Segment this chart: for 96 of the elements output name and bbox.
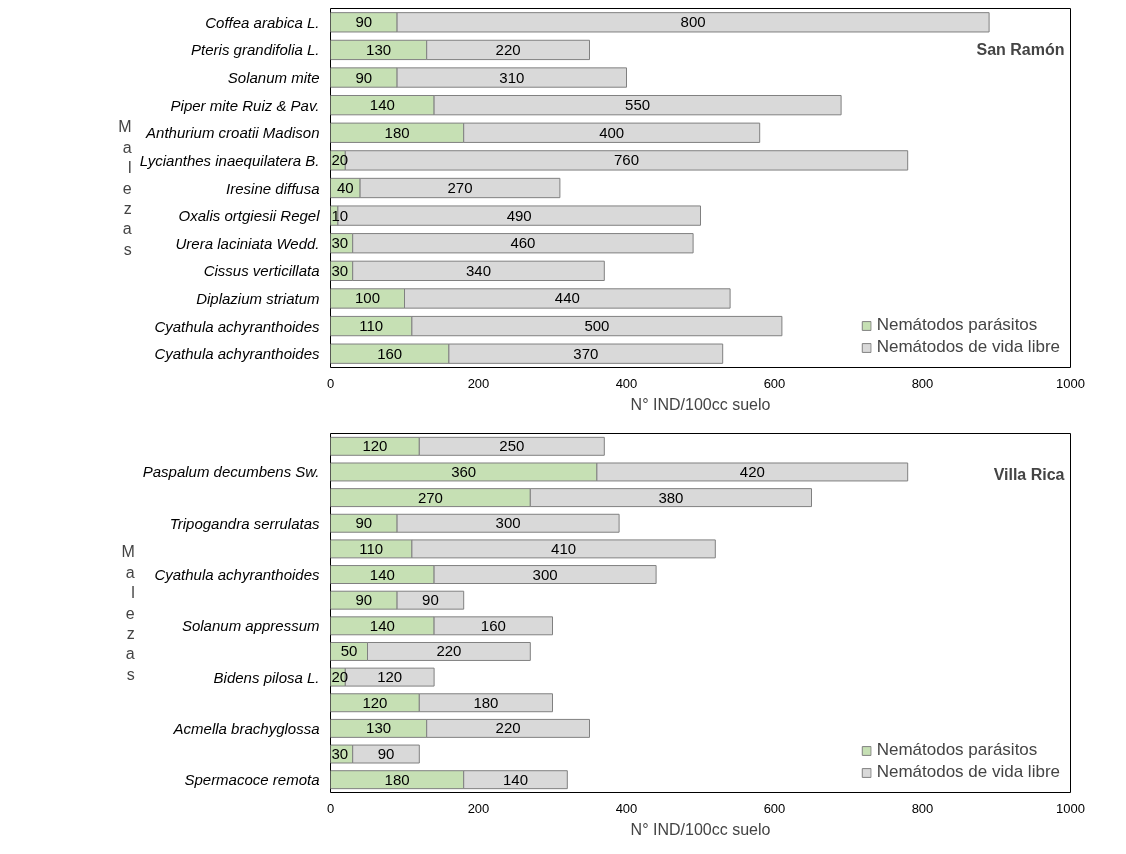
data-label: 110: [359, 539, 384, 557]
data-label: 140: [369, 616, 395, 634]
y-tick-label: Cyathula achyranthoides: [154, 345, 320, 363]
x-tick-label: 200: [467, 800, 490, 816]
x-tick-label: 800: [911, 800, 934, 816]
x-tick-label: 200: [467, 375, 490, 391]
data-label: 220: [495, 719, 521, 737]
data-label: 40: [336, 179, 354, 196]
y-tick-label: Cyathula achyranthoides: [154, 566, 320, 584]
y-tick-label: Solanum mite: [227, 69, 320, 87]
x-axis-title: N° IND/100cc suelo: [630, 820, 771, 838]
data-label: 380: [658, 488, 684, 506]
data-label: 20: [331, 668, 349, 686]
data-label: 220: [495, 40, 521, 58]
data-label: 180: [473, 693, 499, 711]
data-label: 490: [506, 206, 532, 224]
y-axis-title: Malezas: [118, 118, 132, 258]
data-label: 10: [331, 206, 349, 224]
text: Villa Rica: [993, 465, 1065, 483]
data-label: 420: [739, 462, 765, 480]
x-tick-label: 600: [763, 800, 786, 816]
data-label: 90: [355, 591, 373, 609]
data-label: 90: [355, 13, 373, 31]
data-label: 270: [447, 179, 473, 196]
x-tick-label: 400: [615, 375, 638, 391]
y-tick-label: Pteris grandifolia L.: [191, 41, 320, 59]
data-label: 500: [584, 317, 610, 335]
data-label: 310: [499, 68, 525, 86]
data-label: 90: [422, 591, 439, 609]
y-tick-label: Diplazium striatum: [196, 289, 320, 307]
data-label: 160: [480, 616, 506, 634]
data-label: 220: [436, 642, 462, 660]
y-tick-label: Coffea arabica L.: [205, 13, 320, 31]
data-label: 360: [451, 462, 477, 480]
data-label: 460: [510, 234, 536, 252]
data-label: 140: [502, 770, 529, 788]
data-label: 160: [377, 344, 403, 362]
legend-label: Nemátodos de vida libre: [876, 337, 1060, 357]
data-label: 300: [532, 565, 558, 583]
data-label: 120: [377, 668, 403, 686]
y-tick-label: Acmella brachyglossa: [172, 719, 320, 737]
data-label: 250: [499, 437, 525, 455]
data-label: 90: [355, 68, 373, 86]
data-label: 370: [573, 344, 599, 362]
x-tick-label: 0: [326, 375, 335, 391]
data-label: 550: [625, 96, 651, 114]
x-axis-title: N° IND/100cc suelo: [630, 395, 771, 413]
data-label: 800: [680, 13, 706, 31]
data-label: 760: [613, 151, 640, 169]
x-tick-label: 1000: [1056, 375, 1085, 391]
data-label: 400: [599, 123, 625, 141]
data-label: 30: [331, 261, 349, 279]
y-tick-label: Oxalis ortgiesii Regel: [178, 207, 321, 225]
data-label: 130: [366, 40, 392, 58]
data-label: 140: [369, 96, 395, 114]
y-tick-label: Iresine diffusa: [226, 179, 320, 197]
y-tick-label: Anthurium croatii Madison: [145, 124, 320, 142]
data-label: 140: [369, 565, 395, 583]
data-label: 120: [362, 437, 388, 455]
y-tick-label: Cyathula achyranthoides: [154, 317, 320, 335]
y-tick-label: Solanum appressum: [181, 617, 320, 635]
x-tick-label: 400: [615, 800, 638, 816]
y-tick-label: Piper mite Ruiz & Pav.: [170, 96, 320, 114]
legend-label: Nemátodos parásitos: [876, 740, 1038, 760]
x-tick-label: 1000: [1056, 800, 1085, 816]
y-tick-label: Cissus verticillata: [203, 262, 320, 280]
data-label: 110: [359, 317, 384, 335]
legend-label: Nemátodos parásitos: [876, 315, 1038, 335]
data-label: 410: [551, 539, 577, 557]
data-label: 90: [377, 745, 395, 763]
data-label: 50: [340, 642, 358, 660]
x-tick-label: 800: [911, 375, 934, 391]
data-label: 180: [384, 123, 410, 141]
text: San Ramón: [976, 40, 1065, 58]
data-label: 180: [384, 770, 410, 788]
data-label: 30: [331, 745, 349, 763]
y-tick-label: Spermacoce remota: [184, 771, 320, 789]
x-tick-label: 600: [763, 375, 786, 391]
y-tick-label: Lycianthes inaequilatera B.: [139, 151, 320, 169]
data-label: 300: [495, 514, 521, 532]
y-tick-label: Bidens pilosa L.: [213, 668, 320, 686]
y-axis-title: Malezas: [121, 543, 135, 683]
data-label: 130: [366, 719, 392, 737]
data-label: 440: [554, 289, 580, 307]
legend-label: Nemátodos de vida libre: [876, 762, 1060, 782]
data-label: 90: [355, 514, 373, 532]
y-tick-label: Tripogandra serrulatas: [169, 514, 320, 532]
data-label: 30: [331, 234, 349, 252]
y-tick-label: Urera laciniata Wedd.: [175, 234, 320, 252]
data-label: 100: [354, 289, 381, 307]
y-tick-label: Paspalum decumbens Sw.: [142, 463, 320, 481]
data-label: 120: [362, 693, 388, 711]
data-label: 20: [331, 151, 349, 169]
data-label: 270: [417, 488, 443, 506]
data-label: 340: [465, 261, 492, 279]
x-tick-label: 0: [326, 800, 335, 816]
